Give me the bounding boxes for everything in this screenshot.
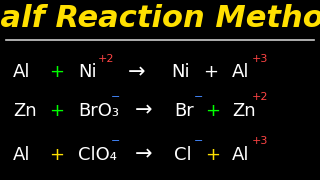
Text: →: → bbox=[134, 101, 152, 121]
Text: +3: +3 bbox=[252, 53, 268, 64]
Text: Ni: Ni bbox=[78, 63, 97, 81]
Text: +: + bbox=[205, 102, 220, 120]
Text: +: + bbox=[205, 146, 220, 164]
Text: Al: Al bbox=[232, 146, 250, 164]
Text: Ni: Ni bbox=[171, 63, 190, 81]
Text: Zn: Zn bbox=[13, 102, 36, 120]
Text: −: − bbox=[194, 92, 204, 102]
Text: BrO₃: BrO₃ bbox=[78, 102, 119, 120]
Text: Al: Al bbox=[232, 63, 250, 81]
Text: Al: Al bbox=[13, 63, 30, 81]
Text: −: − bbox=[111, 92, 120, 102]
Text: +: + bbox=[50, 102, 65, 120]
Text: Zn: Zn bbox=[232, 102, 256, 120]
Text: +: + bbox=[50, 63, 65, 81]
Text: +: + bbox=[203, 63, 218, 81]
Text: →: → bbox=[134, 145, 152, 165]
Text: →: → bbox=[128, 62, 146, 82]
Text: +2: +2 bbox=[98, 53, 115, 64]
Text: Half Reaction Method: Half Reaction Method bbox=[0, 4, 320, 33]
Text: +: + bbox=[50, 146, 65, 164]
Text: Cl: Cl bbox=[174, 146, 192, 164]
Text: ClO₄: ClO₄ bbox=[78, 146, 117, 164]
Text: −: − bbox=[194, 136, 204, 146]
Text: −: − bbox=[111, 136, 120, 146]
Text: Al: Al bbox=[13, 146, 30, 164]
Text: +3: +3 bbox=[252, 136, 268, 146]
Text: +2: +2 bbox=[252, 92, 268, 102]
Text: Br: Br bbox=[174, 102, 194, 120]
